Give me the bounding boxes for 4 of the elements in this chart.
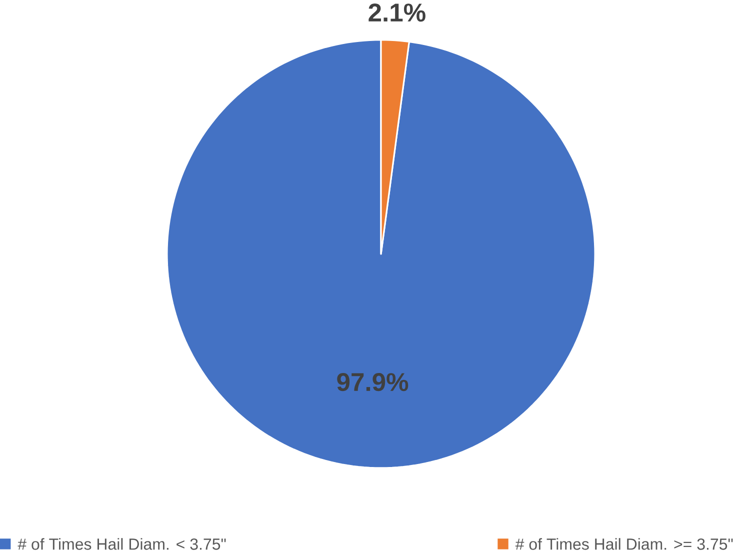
legend-label: # of Times Hail Diam. < 3.75" <box>18 538 226 550</box>
data-label: 2.1% <box>368 3 426 22</box>
legend-label: # of Times Hail Diam. >= 3.75" <box>515 538 733 550</box>
data-label: 97.9% <box>337 372 408 391</box>
